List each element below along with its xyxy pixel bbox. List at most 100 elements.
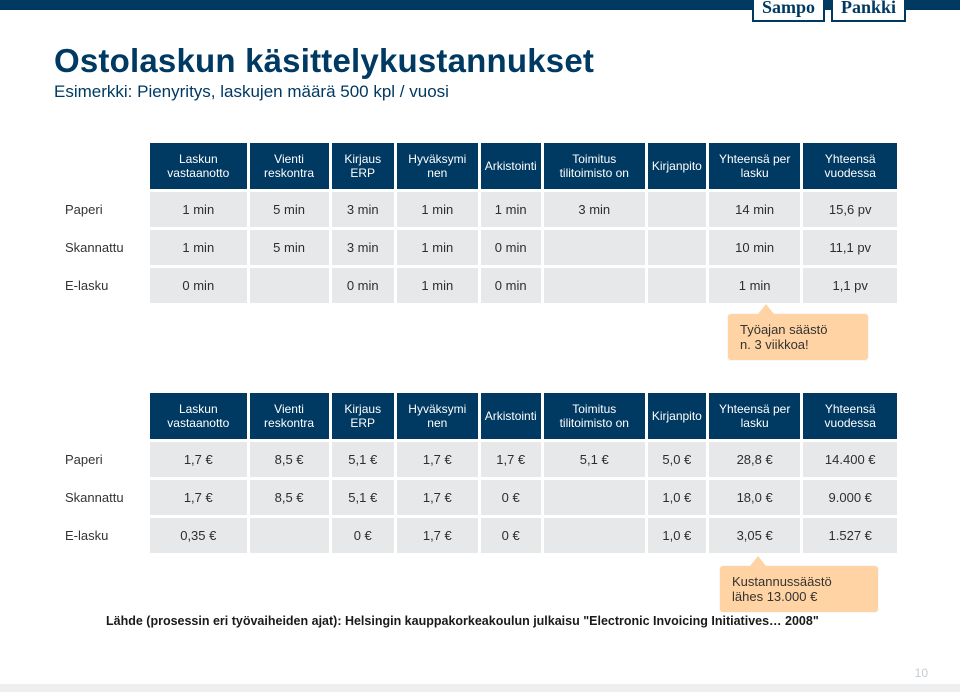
row-label: Paperi: [63, 192, 147, 227]
page-title: Ostolaskun käsittelykustannukset: [54, 42, 594, 80]
cell: 0 min: [481, 268, 541, 303]
cell: 1 min: [150, 192, 247, 227]
col-header: Toimitus tilitoimisto on: [544, 393, 645, 439]
cell: 3 min: [544, 192, 645, 227]
cell: 8,5 €: [250, 442, 329, 477]
table-row: E-lasku 0,35 € 0 € 1,7 € 0 € 1,0 € 3,05 …: [63, 518, 897, 553]
row-label: E-lasku: [63, 518, 147, 553]
col-header: Hyväksymi nen: [397, 143, 478, 189]
table-row: Paperi 1 min 5 min 3 min 1 min 1 min 3 m…: [63, 192, 897, 227]
callout-pointer-icon: [758, 304, 774, 314]
col-header: Yhteensä per lasku: [709, 393, 801, 439]
cell: 5 min: [250, 192, 329, 227]
cell: [648, 192, 706, 227]
col-header: Kirjaus ERP: [332, 143, 394, 189]
cost-savings-callout: Kustannussäästö lähes 13.000 €: [720, 566, 878, 612]
cell: [544, 480, 645, 515]
cell: 9.000 €: [803, 480, 897, 515]
row-label: E-lasku: [63, 268, 147, 303]
table-row: Paperi 1,7 € 8,5 € 5,1 € 1,7 € 1,7 € 5,1…: [63, 442, 897, 477]
cell: 0 €: [481, 480, 541, 515]
cell: 3,05 €: [709, 518, 801, 553]
cell: [648, 268, 706, 303]
cell: 1,1 pv: [803, 268, 897, 303]
cell: 5,0 €: [648, 442, 706, 477]
cell: 1 min: [397, 268, 478, 303]
page-number: 10: [915, 666, 928, 680]
cell: 0 min: [481, 230, 541, 265]
cell: 1,7 €: [397, 518, 478, 553]
time-table-header-row: Laskun vastaanotto Vienti reskontra Kirj…: [63, 143, 897, 189]
source-citation: Lähde (prosessin eri työvaiheiden ajat):…: [106, 614, 819, 628]
blank-header: [63, 143, 147, 189]
cell: 0 min: [150, 268, 247, 303]
bottom-accent-bar: [0, 684, 960, 692]
col-header: Yhteensä vuodessa: [803, 143, 897, 189]
cell: 8,5 €: [250, 480, 329, 515]
cell: 11,1 pv: [803, 230, 897, 265]
cell: 0 €: [481, 518, 541, 553]
cost-table-header-row: Laskun vastaanotto Vienti reskontra Kirj…: [63, 393, 897, 439]
cell: 1.527 €: [803, 518, 897, 553]
cell: 1,0 €: [648, 518, 706, 553]
callout-line1: Kustannussäästö: [732, 574, 866, 589]
col-header: Laskun vastaanotto: [150, 393, 247, 439]
row-label: Paperi: [63, 442, 147, 477]
cell: [648, 230, 706, 265]
page-subtitle: Esimerkki: Pienyritys, laskujen määrä 50…: [54, 82, 594, 102]
title-block: Ostolaskun käsittelykustannukset Esimerk…: [54, 42, 594, 102]
col-header: Yhteensä per lasku: [709, 143, 801, 189]
cell: 1,7 €: [150, 480, 247, 515]
cell: 1 min: [481, 192, 541, 227]
cell: 1 min: [150, 230, 247, 265]
cell: 15,6 pv: [803, 192, 897, 227]
row-label: Skannattu: [63, 480, 147, 515]
cell: 14 min: [709, 192, 801, 227]
cell: [544, 230, 645, 265]
col-header: Kirjaus ERP: [332, 393, 394, 439]
cell: 1 min: [397, 230, 478, 265]
row-label: Skannattu: [63, 230, 147, 265]
cell: 5,1 €: [332, 480, 394, 515]
slide-page: Sampo Pankki Ostolaskun käsittelykustann…: [0, 0, 960, 692]
table-row: E-lasku 0 min 0 min 1 min 0 min 1 min 1,…: [63, 268, 897, 303]
col-header: Arkistointi: [481, 143, 541, 189]
cell: 28,8 €: [709, 442, 801, 477]
brand-logo: Sampo Pankki: [752, 0, 906, 22]
col-header: Hyväksymi nen: [397, 393, 478, 439]
time-savings-callout: Työajan säästö n. 3 viikkoa!: [728, 314, 868, 360]
col-header: Arkistointi: [481, 393, 541, 439]
callout-line2: n. 3 viikkoa!: [740, 337, 856, 352]
callout-line2: lähes 13.000 €: [732, 589, 866, 604]
cell: 1,7 €: [481, 442, 541, 477]
col-header: Laskun vastaanotto: [150, 143, 247, 189]
col-header: Kirjanpito: [648, 393, 706, 439]
cell: 5,1 €: [544, 442, 645, 477]
cell: [544, 268, 645, 303]
cost-table: Laskun vastaanotto Vienti reskontra Kirj…: [60, 390, 900, 556]
col-header: Kirjanpito: [648, 143, 706, 189]
cell: 1 min: [397, 192, 478, 227]
cell: 1,7 €: [397, 442, 478, 477]
blank-header: [63, 393, 147, 439]
brand-part1: Sampo: [752, 0, 825, 22]
table-row: Skannattu 1,7 € 8,5 € 5,1 € 1,7 € 0 € 1,…: [63, 480, 897, 515]
col-header: Yhteensä vuodessa: [803, 393, 897, 439]
cell: 5 min: [250, 230, 329, 265]
cell: 18,0 €: [709, 480, 801, 515]
cell: 5,1 €: [332, 442, 394, 477]
cell: 1 min: [709, 268, 801, 303]
time-table: Laskun vastaanotto Vienti reskontra Kirj…: [60, 140, 900, 306]
cell: 3 min: [332, 192, 394, 227]
cell: 1,7 €: [397, 480, 478, 515]
callout-pointer-icon: [750, 556, 766, 566]
cell: 1,0 €: [648, 480, 706, 515]
cell: 10 min: [709, 230, 801, 265]
cell: [250, 518, 329, 553]
col-header: Vienti reskontra: [250, 393, 329, 439]
col-header: Toimitus tilitoimisto on: [544, 143, 645, 189]
cell: 0 €: [332, 518, 394, 553]
cell: 1,7 €: [150, 442, 247, 477]
cell: 0 min: [332, 268, 394, 303]
cell: 0,35 €: [150, 518, 247, 553]
